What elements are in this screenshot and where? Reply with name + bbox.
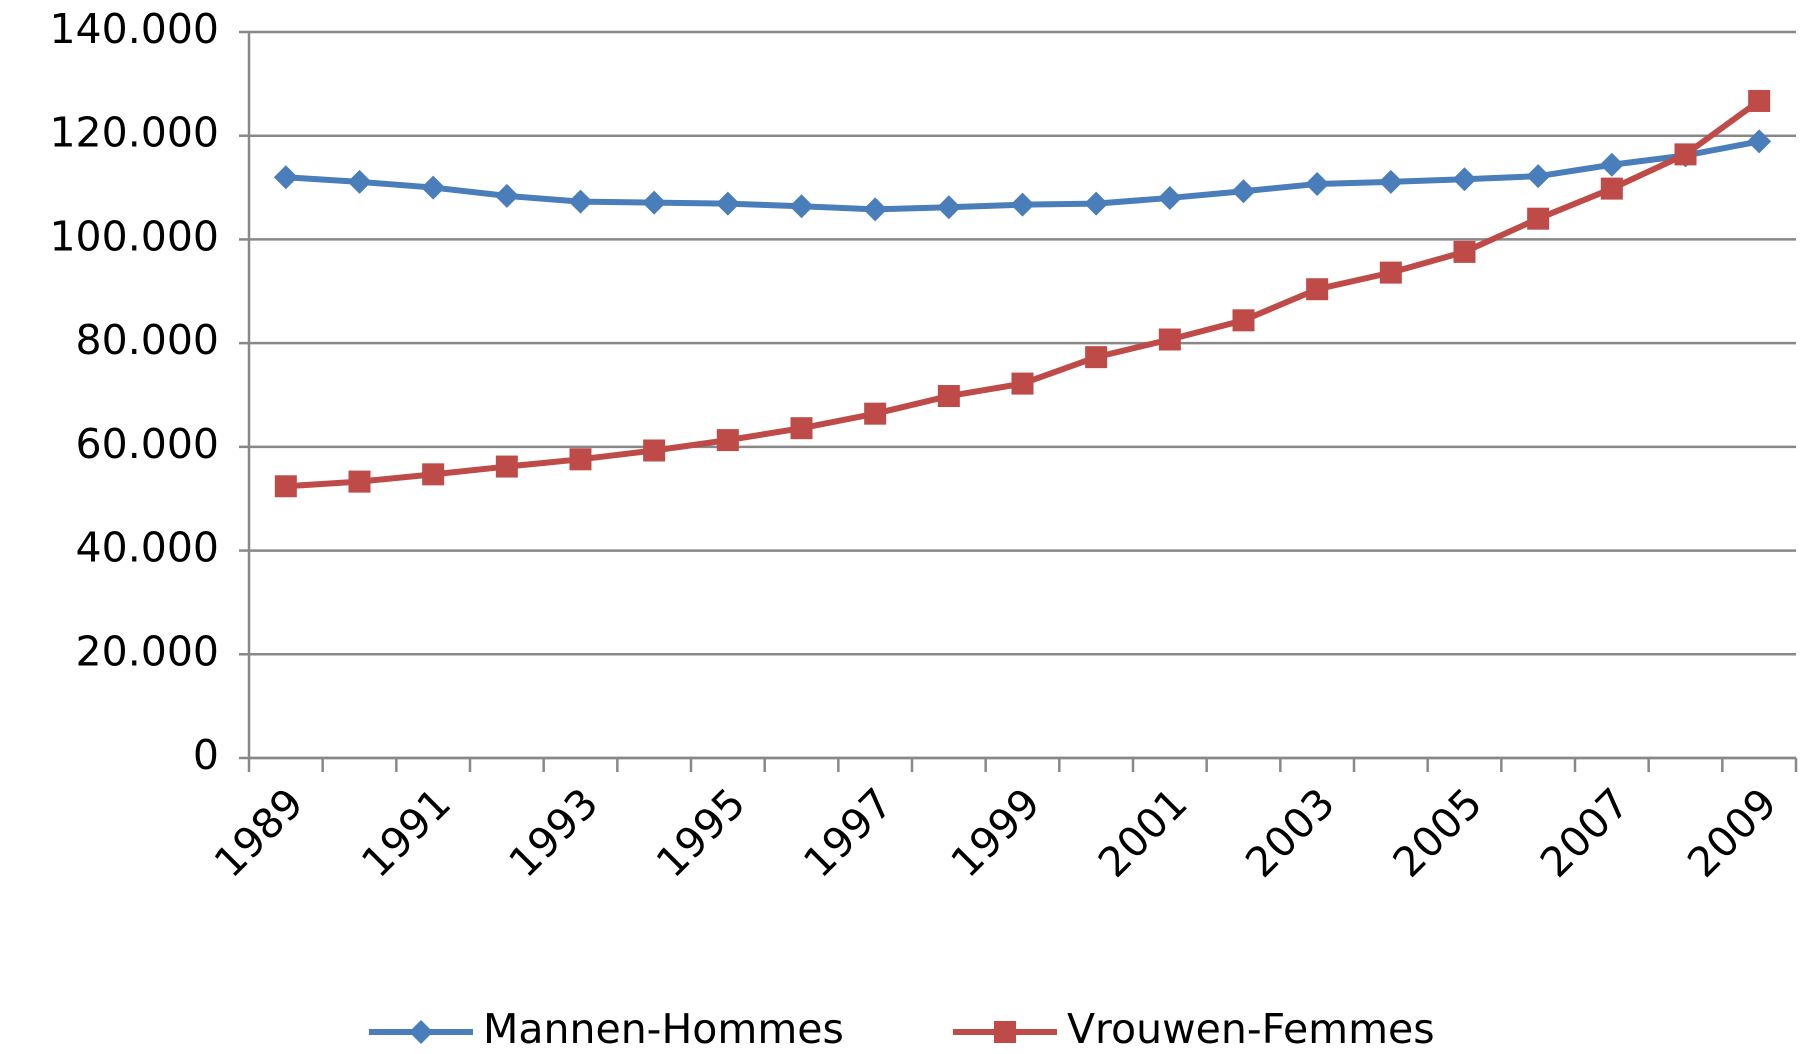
x-tick-label: 1989 bbox=[205, 779, 313, 887]
data-point bbox=[1600, 177, 1623, 200]
y-tick-label: 140.000 bbox=[49, 5, 219, 53]
data-point bbox=[273, 165, 298, 190]
legend-label: Vrouwen-Femmes bbox=[1067, 1005, 1435, 1053]
data-point bbox=[421, 175, 446, 200]
y-tick-label: 120.000 bbox=[49, 109, 219, 157]
data-point bbox=[1306, 278, 1329, 301]
x-tick-label: 2001 bbox=[1089, 779, 1197, 887]
y-tick-label: 80.000 bbox=[76, 316, 219, 364]
data-point bbox=[1010, 192, 1035, 217]
data-point bbox=[1232, 309, 1255, 332]
data-point bbox=[569, 448, 592, 471]
data-point bbox=[1452, 167, 1477, 192]
series-line bbox=[285, 98, 1761, 490]
data-point bbox=[495, 455, 518, 478]
y-tick-label: 100.000 bbox=[49, 212, 219, 260]
data-point bbox=[1599, 152, 1624, 177]
x-tick-label: 2007 bbox=[1531, 779, 1639, 887]
y-tick-label: 0 bbox=[193, 731, 219, 779]
data-point bbox=[1378, 169, 1403, 194]
y-tick-label: 40.000 bbox=[76, 524, 219, 572]
data-point bbox=[1231, 179, 1256, 204]
data-point bbox=[1379, 261, 1402, 284]
legend-label: Mannen-Hommes bbox=[483, 1005, 844, 1053]
x-tick-label: 2005 bbox=[1384, 779, 1492, 887]
data-point bbox=[789, 194, 814, 219]
data-point bbox=[274, 475, 297, 498]
data-point bbox=[1011, 372, 1034, 395]
data-point bbox=[864, 402, 887, 425]
data-point bbox=[348, 470, 371, 493]
x-tick-label: 1995 bbox=[647, 779, 755, 887]
data-point bbox=[494, 183, 519, 208]
x-tick-label: 1991 bbox=[352, 779, 460, 887]
legend-marker bbox=[409, 1020, 433, 1044]
data-point bbox=[1748, 89, 1771, 112]
data-point bbox=[1453, 240, 1476, 263]
data-point bbox=[347, 169, 372, 194]
data-point bbox=[1674, 143, 1697, 166]
data-point bbox=[937, 385, 960, 408]
data-point bbox=[1305, 171, 1330, 196]
x-tick-label: 1997 bbox=[794, 779, 902, 887]
data-point bbox=[790, 417, 813, 440]
data-point bbox=[422, 463, 445, 486]
legend-marker bbox=[994, 1021, 1016, 1043]
data-point bbox=[1085, 346, 1108, 369]
data-point bbox=[642, 190, 667, 215]
data-point bbox=[1158, 328, 1181, 351]
y-tick-label: 60.000 bbox=[76, 420, 219, 468]
data-point bbox=[1747, 129, 1772, 154]
data-point bbox=[643, 439, 666, 462]
data-point bbox=[936, 195, 961, 220]
x-tick-label: 2009 bbox=[1678, 779, 1786, 887]
x-tick-label: 1999 bbox=[942, 779, 1050, 887]
y-tick-label: 20.000 bbox=[76, 627, 219, 675]
data-point bbox=[1157, 185, 1182, 210]
data-point bbox=[716, 429, 739, 452]
data-point bbox=[715, 191, 740, 216]
x-tick-label: 1993 bbox=[500, 779, 608, 887]
data-point bbox=[863, 197, 888, 222]
data-point bbox=[1527, 207, 1550, 230]
x-tick-label: 2003 bbox=[1236, 779, 1344, 887]
data-point bbox=[568, 189, 593, 214]
data-point bbox=[1526, 164, 1551, 189]
data-point bbox=[1084, 191, 1109, 216]
